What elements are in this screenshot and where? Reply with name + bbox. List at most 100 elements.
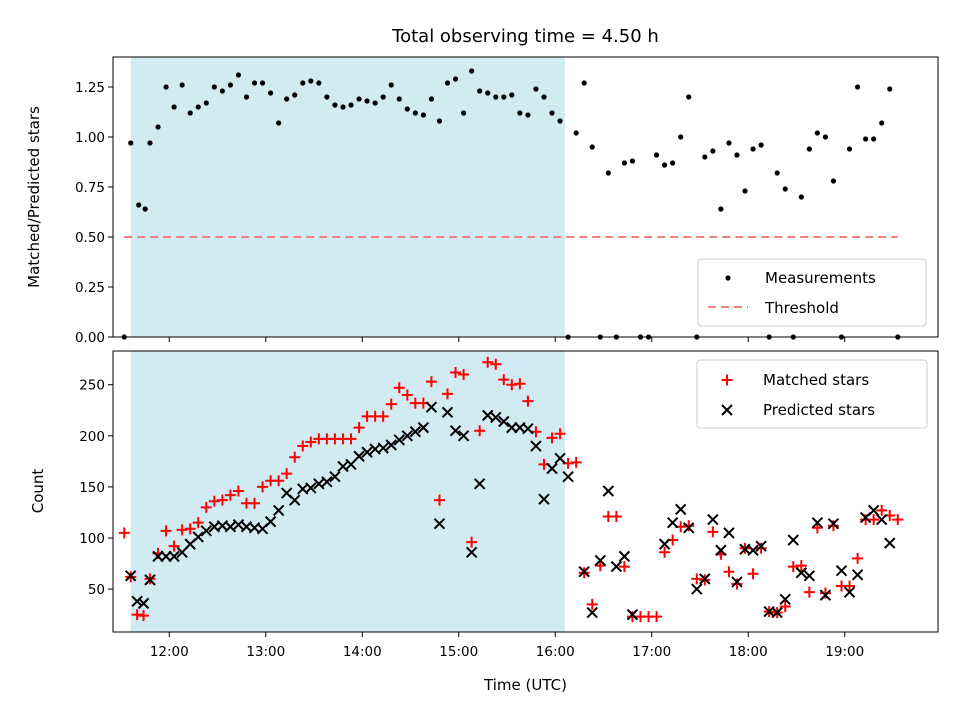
measurement-point [372, 100, 378, 106]
predicted-star-point [168, 550, 180, 563]
matched-star-point [216, 494, 228, 506]
predicted-star-point [884, 537, 896, 549]
matched-star-point [811, 522, 823, 534]
matched-star-point [522, 395, 534, 407]
measurement-point [211, 84, 217, 90]
measurement-point [316, 80, 322, 86]
predicted-star-point [124, 570, 137, 582]
matched-star-point [184, 523, 196, 535]
matched-star-point [192, 517, 204, 529]
matched-star-point [442, 388, 454, 400]
x-axis-label: Time (UTC) [483, 676, 567, 694]
predicted-star-point [626, 608, 639, 621]
predicted-star-point [674, 503, 687, 516]
measurement-point [670, 160, 676, 166]
matched-star-point [232, 485, 244, 497]
shaded-interval-top [130, 57, 565, 337]
predicted-star-point [441, 406, 454, 419]
measurement-point [653, 152, 660, 158]
legend-marker-measurements [725, 275, 731, 281]
measurement-point [171, 104, 177, 110]
legend-label-threshold: Threshold [764, 299, 839, 317]
predicted-star-point [289, 494, 301, 506]
measurement-point [428, 96, 435, 102]
matched-star-point [827, 520, 839, 532]
measurement-point [460, 110, 467, 116]
matched-star-point [305, 436, 317, 448]
matched-star-point [450, 366, 462, 378]
x-ticks-bottom: 12:00 13:00 14:00 15:00 16:00 17:00 18:00 19:00 [150, 632, 864, 660]
predicted-star-point [200, 525, 212, 537]
measurement-point [734, 152, 740, 158]
predicted-star-point [482, 409, 494, 422]
y-tick-label: 1.25 [75, 80, 105, 96]
matched-star-point [787, 561, 799, 573]
measurement-point [444, 80, 451, 86]
matched-star-point [610, 511, 622, 523]
matched-star-point [554, 428, 566, 440]
measurement-point [702, 154, 708, 160]
matched-star-point [249, 497, 261, 509]
y-ticks-bottom: 50 100 150 200 250 [79, 378, 113, 598]
predicted-star-point [610, 560, 623, 573]
predicted-star-point [795, 567, 808, 579]
measurement-point [678, 134, 684, 140]
predicted-star-point [192, 531, 204, 543]
measurement-point [219, 88, 225, 94]
predicted-star-point [707, 513, 719, 526]
matched-star-point [546, 432, 558, 444]
predicted-star-point [851, 569, 864, 581]
matched-star-point [747, 568, 759, 580]
panel-bottom: 50 100 150 200 250 12:00 13:00 14:00 15:00 16:00… [29, 350, 939, 694]
matched-star-point [482, 356, 494, 368]
measurement-point [356, 96, 362, 102]
matched-star-point [506, 379, 518, 391]
measurement-point [477, 88, 483, 94]
predicted-star-point [305, 482, 317, 494]
x-tick-label: 13:00 [246, 644, 285, 660]
y-tick-label: 0.00 [75, 330, 105, 346]
legend-marker-predicted [721, 404, 733, 416]
measurement-point [348, 102, 354, 108]
predicted-star-point [321, 476, 333, 488]
predicted-star-point [264, 515, 277, 528]
predicted-star-point [562, 470, 574, 483]
measurement-point [718, 206, 724, 212]
legend-box-top [697, 258, 927, 327]
matched-star-point [795, 560, 807, 572]
matched-star-point [377, 410, 389, 422]
measurement-point [147, 140, 153, 146]
measurement-point [822, 134, 829, 140]
legend-marker-matched [721, 374, 733, 386]
y-axis-label-bottom: Count [29, 469, 47, 514]
measurement-point [493, 94, 499, 100]
predicted-star-point [811, 516, 824, 529]
measurement-point [509, 92, 515, 98]
predicted-star-point [131, 595, 143, 608]
measurement-points [121, 68, 901, 340]
matched-star-point [779, 600, 791, 612]
measurement-point [155, 124, 161, 130]
matched-star-point [466, 536, 478, 548]
measurement-point [404, 106, 410, 112]
measurement-point [452, 76, 459, 82]
measurement-point [284, 96, 290, 102]
predicted-star-point [755, 540, 767, 552]
measurement-point [187, 110, 193, 116]
matched-star-point [224, 489, 236, 501]
predicted-star-point [699, 573, 711, 585]
measurement-point [557, 118, 563, 124]
matched-star-point [281, 468, 293, 480]
measurement-point [774, 170, 780, 176]
legend-top: Measurements Threshold [697, 258, 927, 327]
matched-star-point [131, 609, 143, 621]
measurement-point [726, 140, 732, 146]
matched-star-point [385, 398, 397, 410]
predicted-star-point [602, 485, 615, 497]
predicted-star-point [353, 450, 365, 462]
predicted-star-point [546, 462, 558, 475]
matched-star-point [852, 552, 864, 564]
predicted-star-point [618, 550, 631, 563]
measurement-point [163, 84, 169, 90]
measurement-point [541, 94, 547, 100]
